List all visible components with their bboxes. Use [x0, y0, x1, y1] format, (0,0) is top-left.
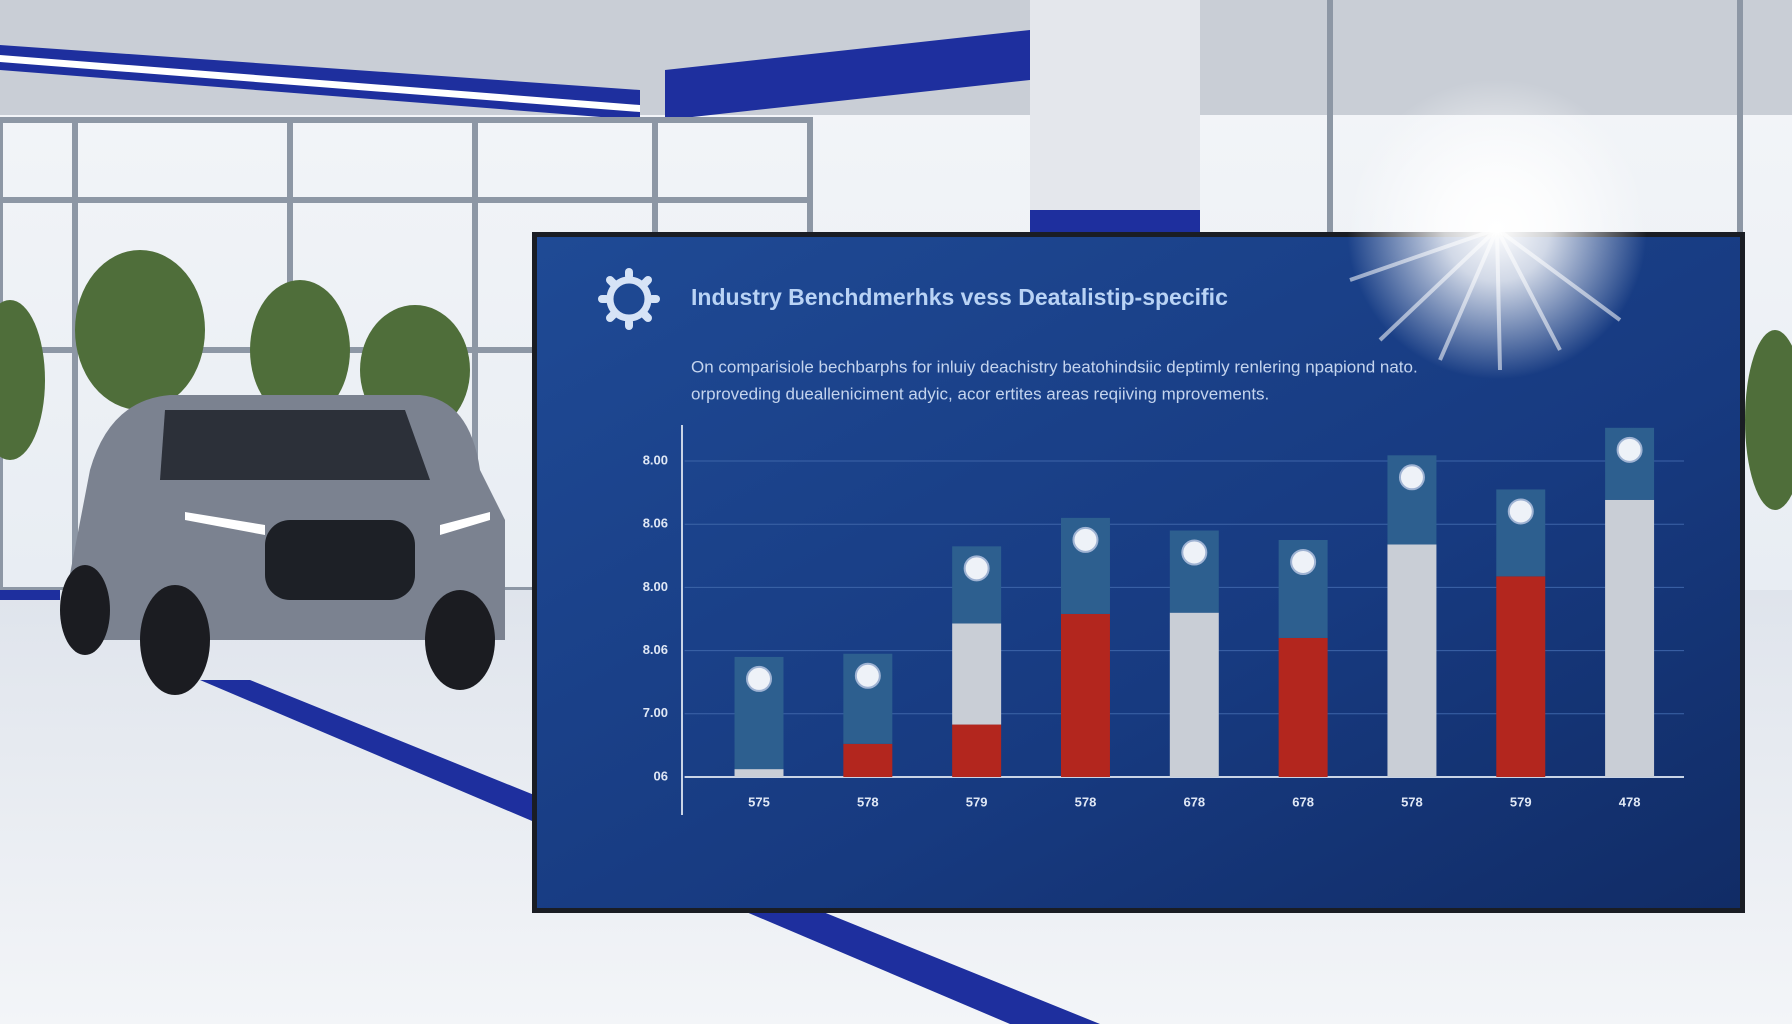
bar-segment — [1605, 499, 1655, 777]
sun-glare — [1347, 79, 1647, 379]
x-tick-label: 579 — [1510, 794, 1532, 809]
gear-icon — [598, 268, 660, 330]
segment-badge — [1398, 464, 1425, 491]
x-tick-label: 478 — [1619, 794, 1641, 809]
segment-badge — [963, 555, 990, 582]
bar-segment — [952, 623, 1002, 725]
bar-segment — [843, 743, 893, 777]
segment-badge — [1507, 498, 1534, 525]
x-tick-label: 678 — [1292, 794, 1314, 809]
segment-badge — [1290, 549, 1317, 575]
x-tick-label: 578 — [1075, 794, 1097, 809]
bar-segment — [734, 769, 784, 777]
y-tick-label: 7.00 — [643, 705, 668, 720]
y-tick-label: 8.06 — [643, 642, 668, 657]
x-tick-label: 575 — [748, 794, 770, 809]
y-tick-label: 06 — [654, 768, 668, 783]
x-tick-label: 678 — [1183, 794, 1205, 809]
plot: 06 7.00 8.06 8.00 8.06 8.00 575 578 579 578 678 678… — [643, 427, 1684, 809]
segment-badge — [854, 662, 881, 689]
chart-title: Industry Benchdmerhks vess Deatalistip-s… — [691, 284, 1228, 310]
bar-segment — [1169, 612, 1219, 777]
segment-badge — [1072, 526, 1099, 553]
x-tick-label: 579 — [966, 794, 988, 809]
y-tick-label: 8.06 — [643, 516, 668, 531]
segment-badge — [1616, 436, 1643, 463]
bar-segment — [952, 724, 1002, 777]
y-tick-label: 8.00 — [643, 452, 668, 467]
car — [60, 395, 505, 695]
bar-segment — [1387, 544, 1437, 777]
segment-badge — [1181, 539, 1208, 566]
bar-segment — [1496, 576, 1546, 777]
chart-subtitle: orproveding duealleniciment adyic, acor … — [691, 384, 1269, 403]
x-tick-label: 578 — [1401, 794, 1423, 809]
chart-subtitle: On comparisiole bechbarphs for inluiy de… — [691, 357, 1418, 376]
y-tick-label: 8.00 — [643, 579, 668, 594]
x-tick-label: 578 — [857, 794, 879, 809]
segment-badge — [746, 665, 773, 692]
bar-segment — [1278, 637, 1328, 777]
bar-segment — [1060, 613, 1110, 777]
